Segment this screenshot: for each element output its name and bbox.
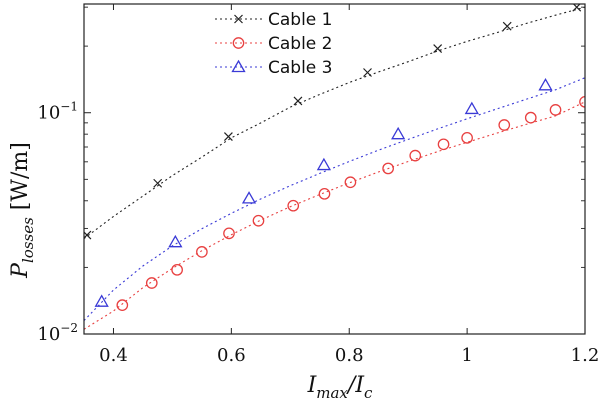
y-tick-label: 10−1 (37, 100, 78, 124)
data-point (153, 178, 163, 188)
legend-entry: Cable 3 (215, 58, 332, 78)
data-point (464, 101, 479, 115)
data-point (538, 78, 553, 91)
legend-marker (234, 14, 243, 24)
data-point (382, 162, 394, 175)
legend-entry: Cable 1 (215, 10, 332, 30)
y-axis-label-sub: losses (19, 217, 37, 263)
data-point (524, 111, 537, 124)
data-point (318, 187, 331, 200)
x-tick-label: 1.2 (571, 345, 600, 366)
legend: Cable 1 Cable 2 Cable 3 (215, 10, 332, 78)
x-tick-label: 0.8 (335, 345, 364, 366)
data-point (168, 234, 183, 248)
data-point (223, 227, 235, 240)
series-1 (84, 4, 585, 240)
data-point (461, 131, 473, 144)
data-point (391, 126, 406, 140)
x-axis-label: Imax/Ic (307, 373, 373, 401)
x-tick-label: 1 (461, 345, 472, 366)
series-2 (84, 95, 585, 330)
series-line (84, 77, 585, 321)
x-tick-label: 0.6 (217, 345, 246, 366)
x-axis-label-sub1: max (316, 384, 348, 401)
data-point (316, 157, 332, 171)
legend-label: Cable 2 (268, 34, 332, 54)
y-tick-label: 10−2 (37, 321, 78, 345)
legend-marker (231, 59, 246, 73)
data-point (437, 138, 450, 151)
y-axis-label: Plosses [W/m] (8, 142, 37, 279)
data-point (549, 104, 562, 116)
data-point (363, 68, 372, 77)
data-point (409, 149, 422, 162)
data-point (223, 132, 233, 142)
y-axis-label-unit: [W/m] (8, 142, 33, 217)
plot-frame (83, 3, 586, 335)
data-point (94, 294, 109, 307)
series-3 (84, 77, 585, 321)
x-axis-label-main: I (307, 373, 318, 398)
x-axis-label-sub2: c (364, 384, 373, 401)
legend-label: Cable 3 (268, 58, 332, 78)
data-point (433, 44, 443, 53)
data-point (287, 199, 300, 212)
data-point (241, 191, 257, 204)
data-point (116, 299, 129, 312)
legend-marker (232, 37, 245, 49)
x-tick-label: 0.4 (99, 345, 128, 366)
data-point (196, 246, 208, 258)
data-point (293, 96, 303, 106)
legend-entry: Cable 2 (215, 34, 332, 54)
data-point (145, 277, 158, 289)
tick-layer: 0.4 0.6 0.8 1 1.2 10−2 10−1 (37, 4, 599, 366)
x-axis-label-slash: /I (346, 373, 365, 398)
series-layer (84, 4, 585, 330)
legend-label: Cable 1 (268, 10, 332, 30)
data-point (252, 214, 265, 227)
y-axis-label-main: P (8, 262, 33, 279)
data-point (171, 263, 183, 276)
data-point (498, 119, 511, 131)
data-point (502, 21, 512, 31)
series-line (84, 6, 585, 240)
data-point (344, 176, 357, 189)
series-line (84, 101, 585, 330)
